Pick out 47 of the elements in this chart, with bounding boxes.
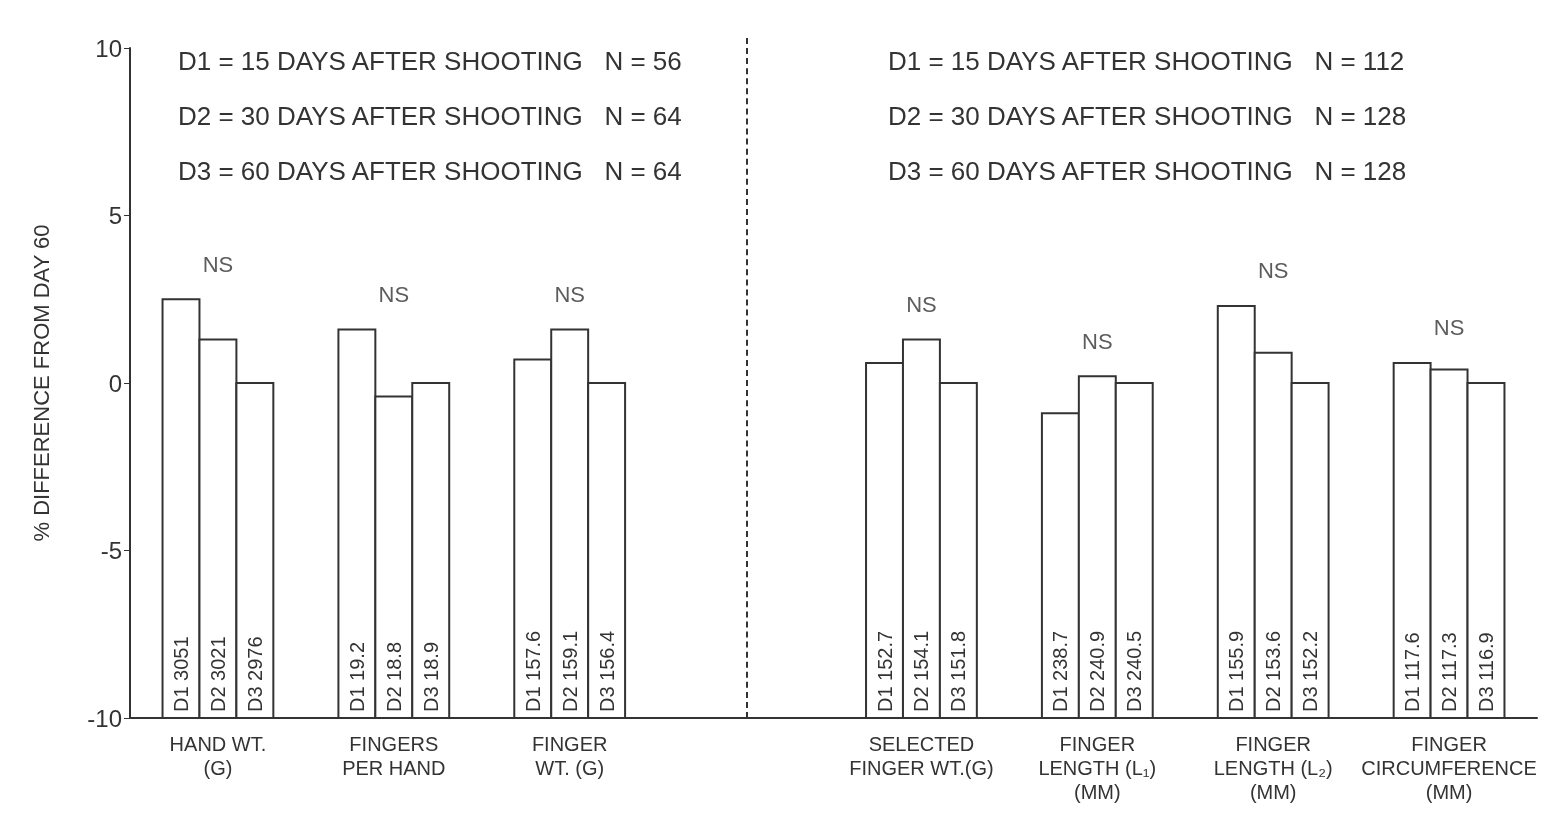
annotation: NS — [906, 291, 937, 317]
x-tick-label: FINGER CIRCUMFERENCE (MM) — [1361, 733, 1537, 803]
annotation: D3 = 60 DAYS AFTER SHOOTING N = 128 — [888, 156, 1407, 186]
data-label: D3 240.5 — [1123, 630, 1146, 712]
annotation: D2 = 30 DAYS AFTER SHOOTING N = 64 — [178, 101, 682, 131]
annotation: NS — [554, 281, 585, 307]
annotation: NS — [378, 281, 410, 307]
annotation: D3 = 60 DAYS AFTER SHOOTING N = 64 — [178, 156, 682, 186]
x-tick-label: SELECTED FINGER WT.(G) — [849, 733, 994, 779]
annotation: D1 = 15 DAYS AFTER SHOOTING N = 112 — [888, 46, 1405, 76]
data-label: D1 238.7 — [1049, 630, 1072, 712]
data-label: D3 156.4 — [595, 630, 618, 712]
annotation: NS — [1257, 258, 1289, 284]
x-tick-label: FINGERS PER HAND — [342, 733, 446, 779]
y-tick-label: 0 — [108, 369, 122, 397]
data-label: D2 153.6 — [1262, 630, 1285, 712]
x-tick-label: HAND WT. (G) — [169, 733, 267, 779]
data-label: D1 117.6 — [1401, 632, 1424, 712]
y-tick-label: -10 — [87, 704, 122, 732]
y-tick-label: 5 — [108, 202, 122, 229]
x-tick-label: FINGER WT. (G) — [531, 733, 608, 779]
data-label: D2 3021 — [206, 636, 229, 712]
data-label: D2 117.3 — [1438, 632, 1461, 712]
data-label: D3 18.9 — [419, 641, 442, 712]
y-axis-title: % DIFFERENCE FROM DAY 60 — [28, 224, 54, 542]
data-label: D2 154.1 — [910, 630, 933, 712]
annotation: D1 = 15 DAYS AFTER SHOOTING N = 56 — [178, 46, 682, 76]
data-label: D3 116.9 — [1475, 632, 1497, 712]
data-label: D1 157.6 — [521, 630, 544, 712]
data-label: D2 159.1 — [558, 630, 581, 712]
data-label: D3 151.8 — [947, 630, 970, 712]
data-label: D3 152.2 — [1299, 630, 1322, 712]
data-label: D3 2976 — [243, 636, 266, 712]
data-label: D2 18.8 — [382, 641, 405, 712]
annotation: D2 = 30 DAYS AFTER SHOOTING N = 128 — [888, 101, 1407, 131]
data-label: D1 155.9 — [1225, 630, 1248, 712]
x-tick-label: FINGER LENGTH (L₁) (MM) — [1038, 733, 1157, 803]
y-tick-label: 10 — [95, 34, 122, 62]
data-label: D1 19.2 — [345, 641, 368, 712]
annotation: NS — [1433, 315, 1465, 341]
x-tick-label: FINGER LENGTH (L₂) (MM) — [1213, 733, 1333, 803]
data-label: D1 152.7 — [873, 630, 896, 712]
data-label: D1 3051 — [170, 636, 192, 712]
annotation: NS — [202, 251, 234, 277]
annotation: NS — [1082, 328, 1113, 354]
data-label: D2 240.9 — [1086, 630, 1109, 712]
y-tick-label: -5 — [100, 537, 122, 564]
